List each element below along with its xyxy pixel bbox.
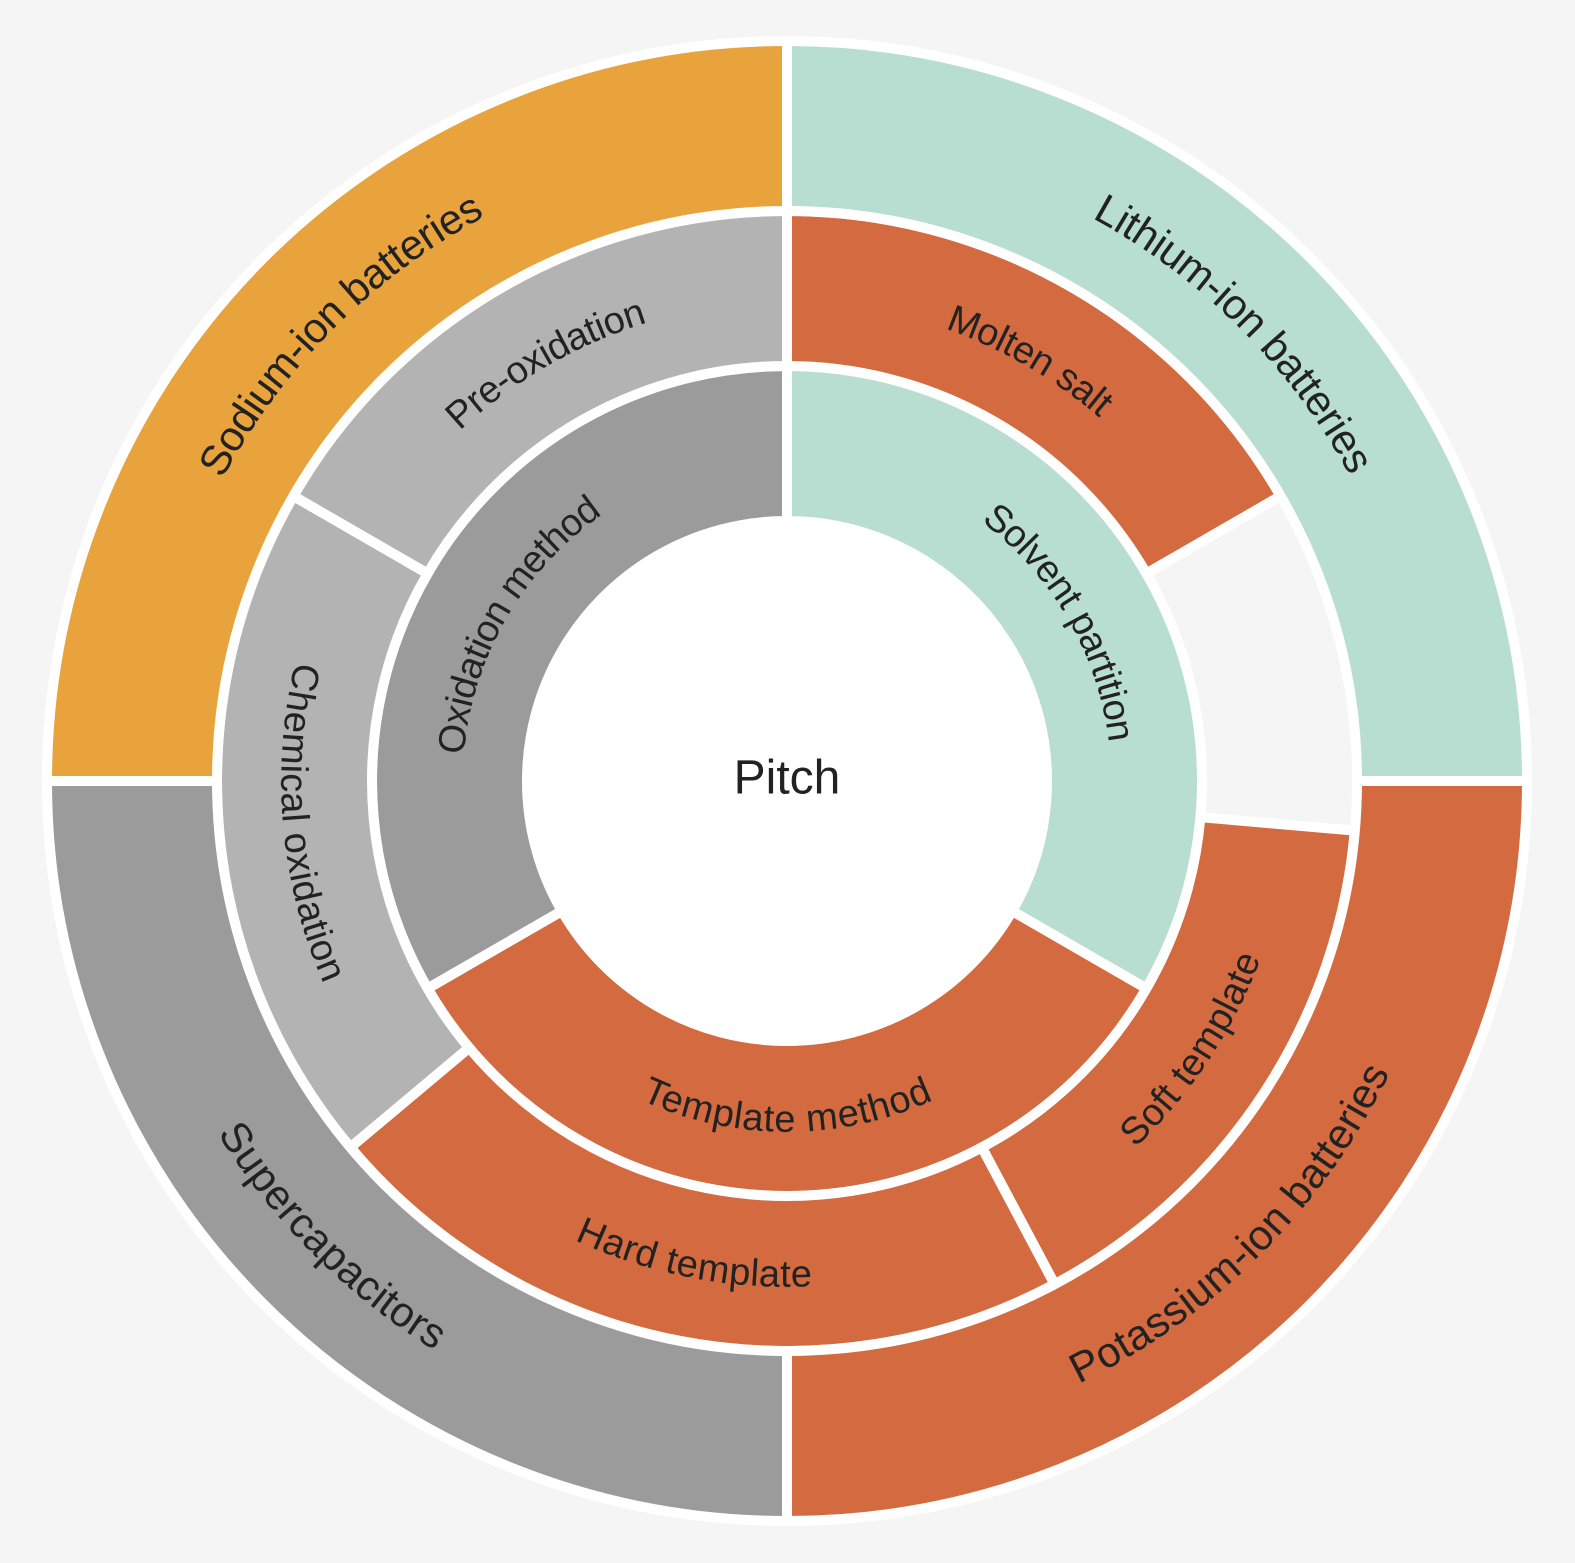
center-label: Pitch <box>734 752 841 805</box>
sunburst-chart: Solvent partitionTemplate methodOxidatio… <box>0 0 1575 1563</box>
